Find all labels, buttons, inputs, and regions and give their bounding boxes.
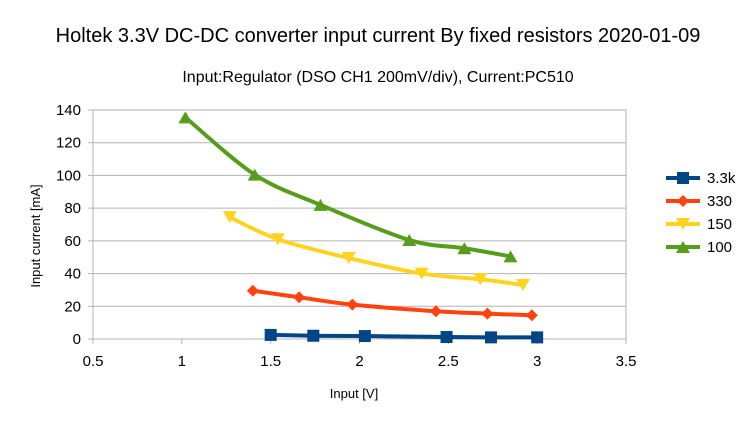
chart-title: Holtek 3.3V DC-DC converter input curren… [56, 25, 701, 47]
y-tick-label: 140 [56, 102, 81, 119]
legend-label: 3.3k [707, 170, 736, 187]
legend-item: 150 [666, 216, 732, 233]
x-tick-label: 1.5 [260, 353, 281, 370]
legend: 3.3k 330 150 100 [666, 170, 736, 256]
data-point [270, 233, 285, 246]
y-axis-label: Input current [mA] [28, 184, 43, 287]
data-point [246, 284, 259, 297]
data-point [178, 111, 193, 124]
data-point [293, 291, 306, 304]
y-tick-label: 40 [64, 266, 81, 283]
data-point [346, 298, 359, 311]
y-tick-label: 20 [64, 298, 81, 315]
y-tick-label: 100 [56, 167, 81, 184]
x-tick-label: 2.5 [438, 353, 459, 370]
legend-marker [676, 241, 690, 253]
data-point [515, 279, 530, 292]
legend-label: 330 [707, 193, 732, 210]
x-tick-label: 0.5 [83, 353, 104, 370]
legend-item: 100 [666, 239, 732, 256]
x-tick-label: 1 [178, 353, 186, 370]
grid [88, 109, 627, 344]
data-point [531, 331, 544, 344]
data-point [358, 330, 371, 343]
legend-marker [677, 195, 689, 207]
data-point [457, 242, 472, 255]
x-axis-label: Input [V] [330, 386, 378, 401]
data-point [307, 329, 320, 342]
data-point [313, 198, 328, 211]
data-point [440, 331, 453, 344]
series-3.3k [264, 328, 544, 344]
data-point [341, 252, 356, 265]
legend-label: 100 [707, 239, 732, 256]
y-tick-label: 80 [64, 200, 81, 217]
data-point [484, 331, 497, 344]
series-100 [178, 111, 518, 263]
x-tick-label: 3.5 [616, 353, 637, 370]
data-point [222, 211, 237, 224]
chart-subtitle: Input:Regulator (DSO CH1 200mV/div), Cur… [182, 69, 573, 86]
legend-marker [677, 172, 689, 184]
x-tick-label: 3 [533, 353, 541, 370]
series-330 [246, 284, 538, 322]
series-line [184, 115, 511, 259]
x-tick-label: 2 [355, 353, 363, 370]
data-point [473, 273, 488, 286]
y-tick-label: 0 [73, 331, 81, 348]
data-point [247, 168, 262, 181]
data-point [525, 309, 538, 322]
data-point [481, 307, 494, 320]
legend-item: 3.3k [666, 170, 736, 187]
data-point [429, 305, 442, 318]
data-point [402, 234, 417, 247]
data-point [503, 250, 518, 263]
data-point [414, 267, 429, 280]
legend-item: 330 [666, 193, 732, 210]
y-tick-label: 120 [56, 135, 81, 152]
tick-labels: 0 20 40 60 80 100 120 140 0.5 1 1.5 2 2.5 3 3.5 [56, 102, 636, 370]
series-150 [222, 211, 530, 292]
legend-marker [676, 218, 690, 230]
y-tick-label: 60 [64, 233, 81, 250]
data-point [264, 328, 277, 341]
legend-label: 150 [707, 216, 732, 233]
series [178, 111, 544, 344]
